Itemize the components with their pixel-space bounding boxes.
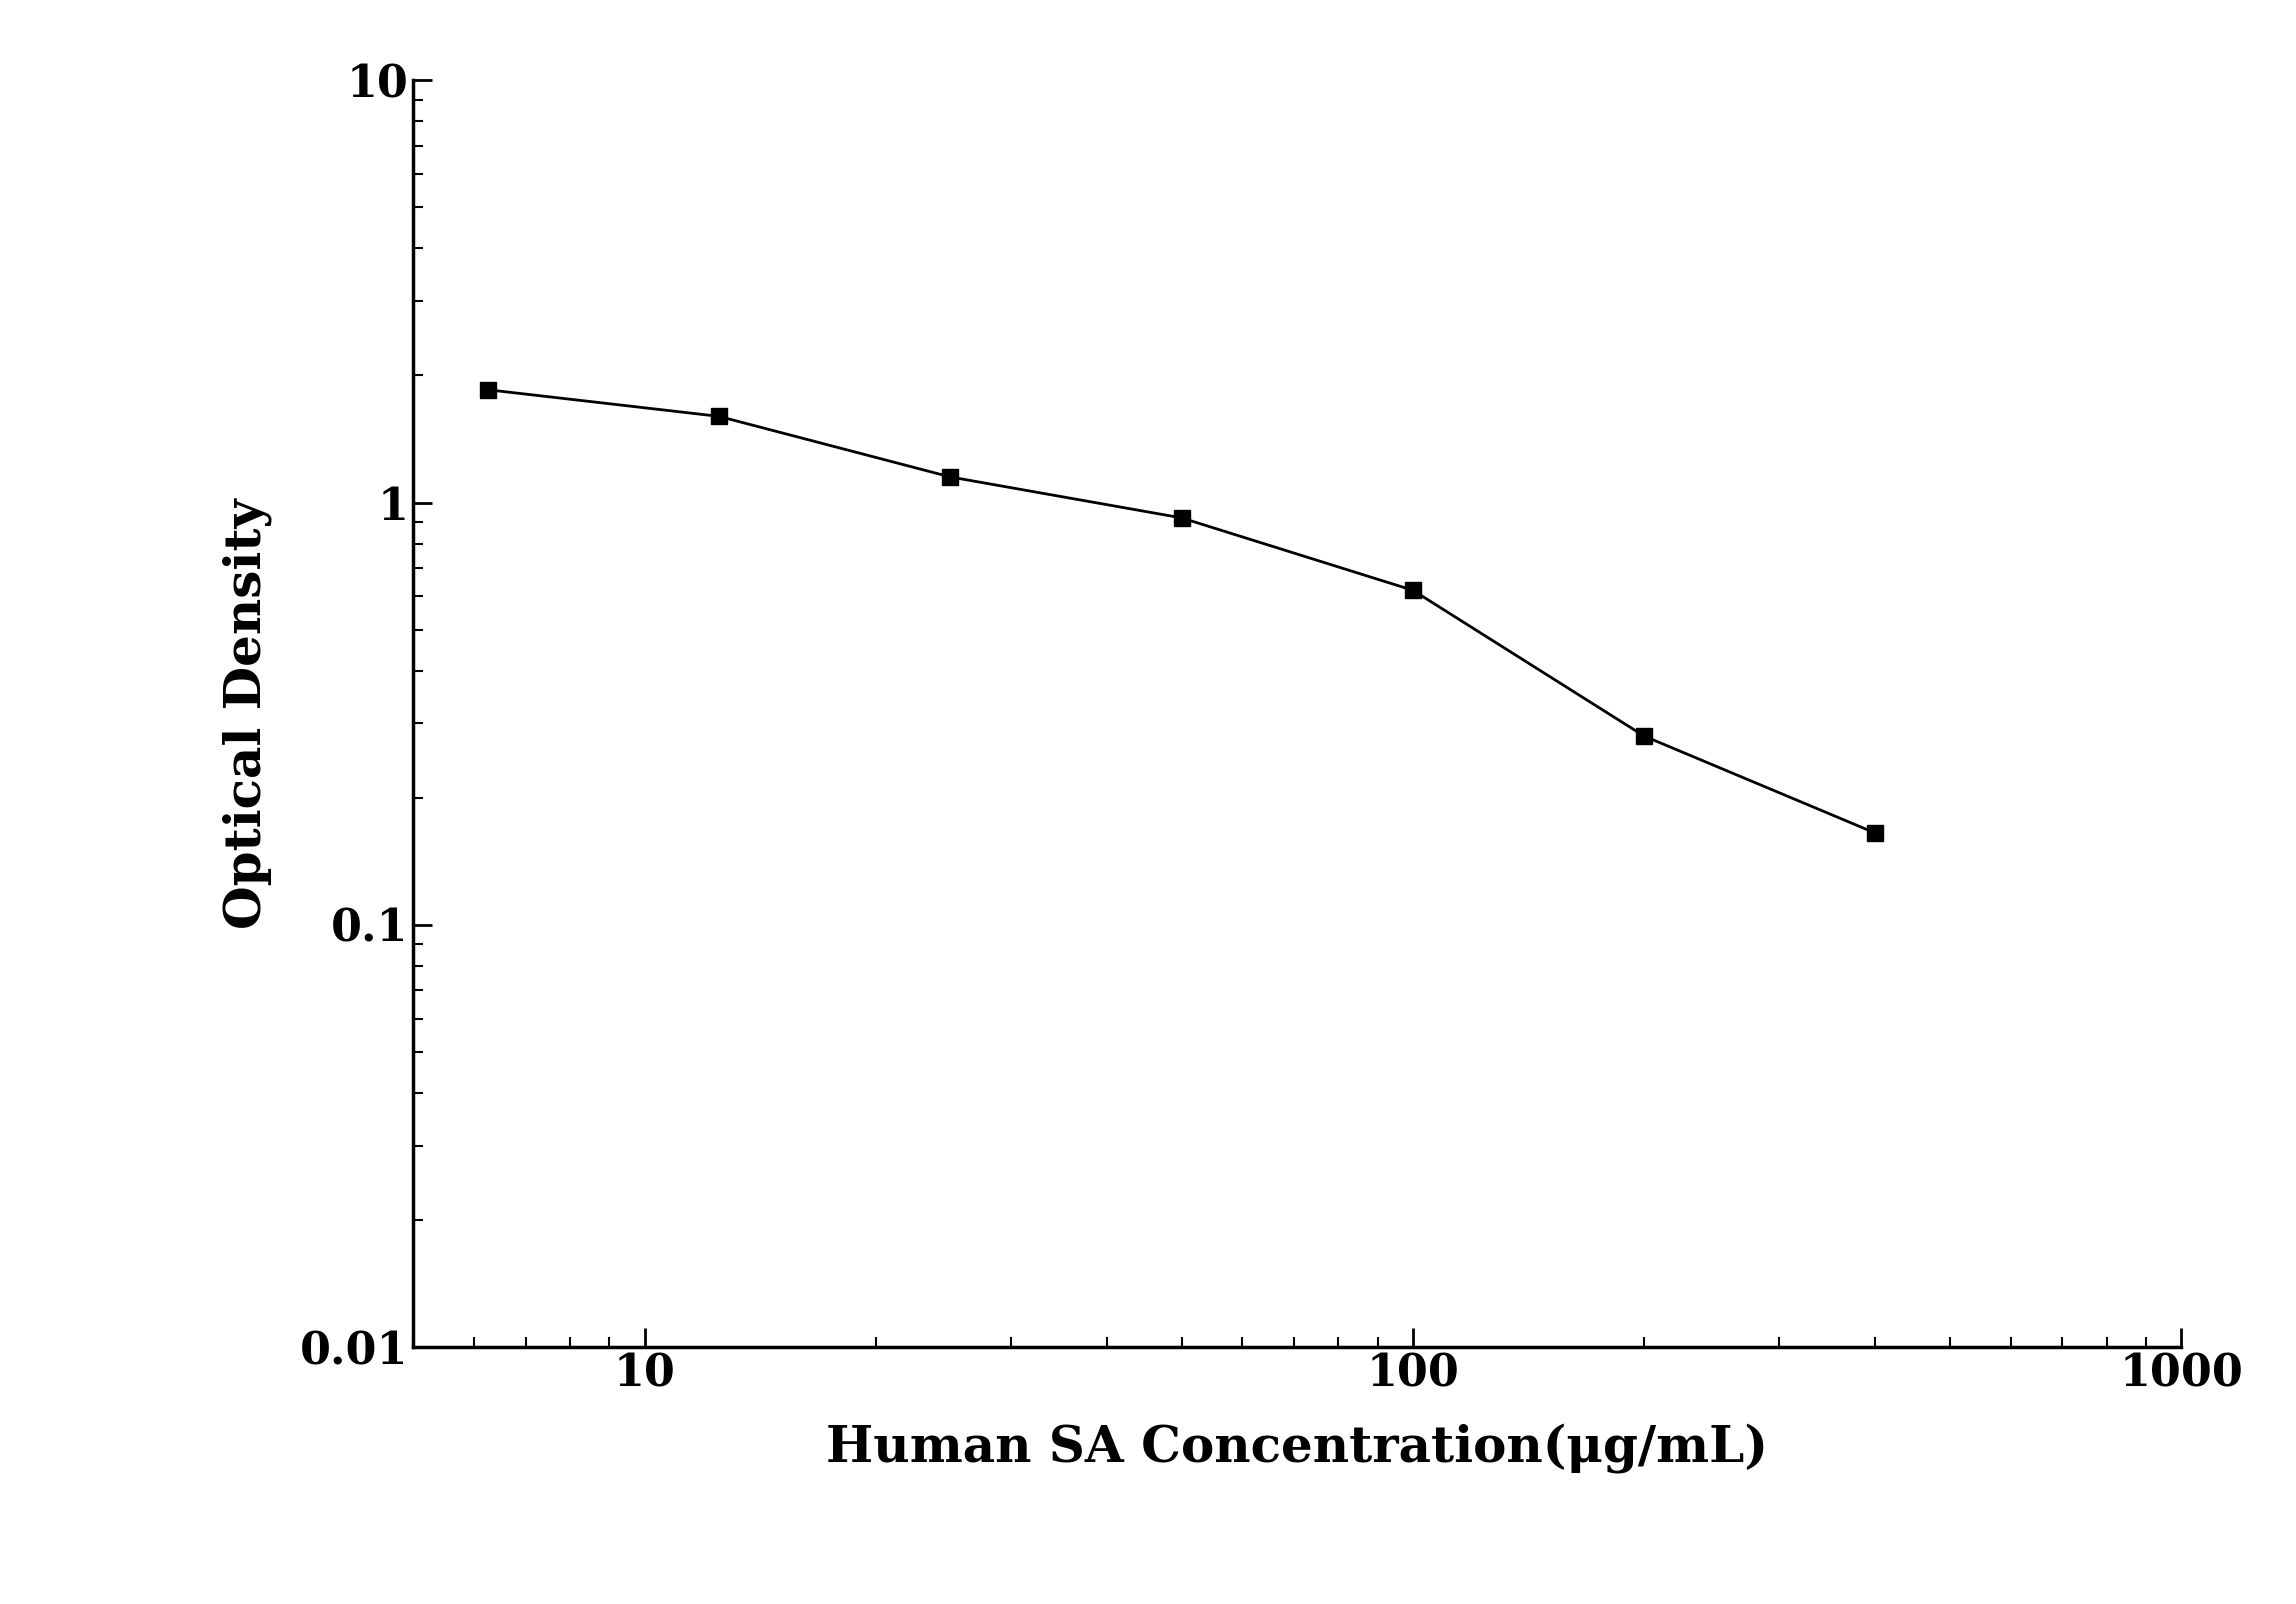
Y-axis label: Optical Density: Optical Density: [223, 499, 273, 929]
X-axis label: Human SA Concentration(μg/mL): Human SA Concentration(μg/mL): [827, 1423, 1768, 1472]
